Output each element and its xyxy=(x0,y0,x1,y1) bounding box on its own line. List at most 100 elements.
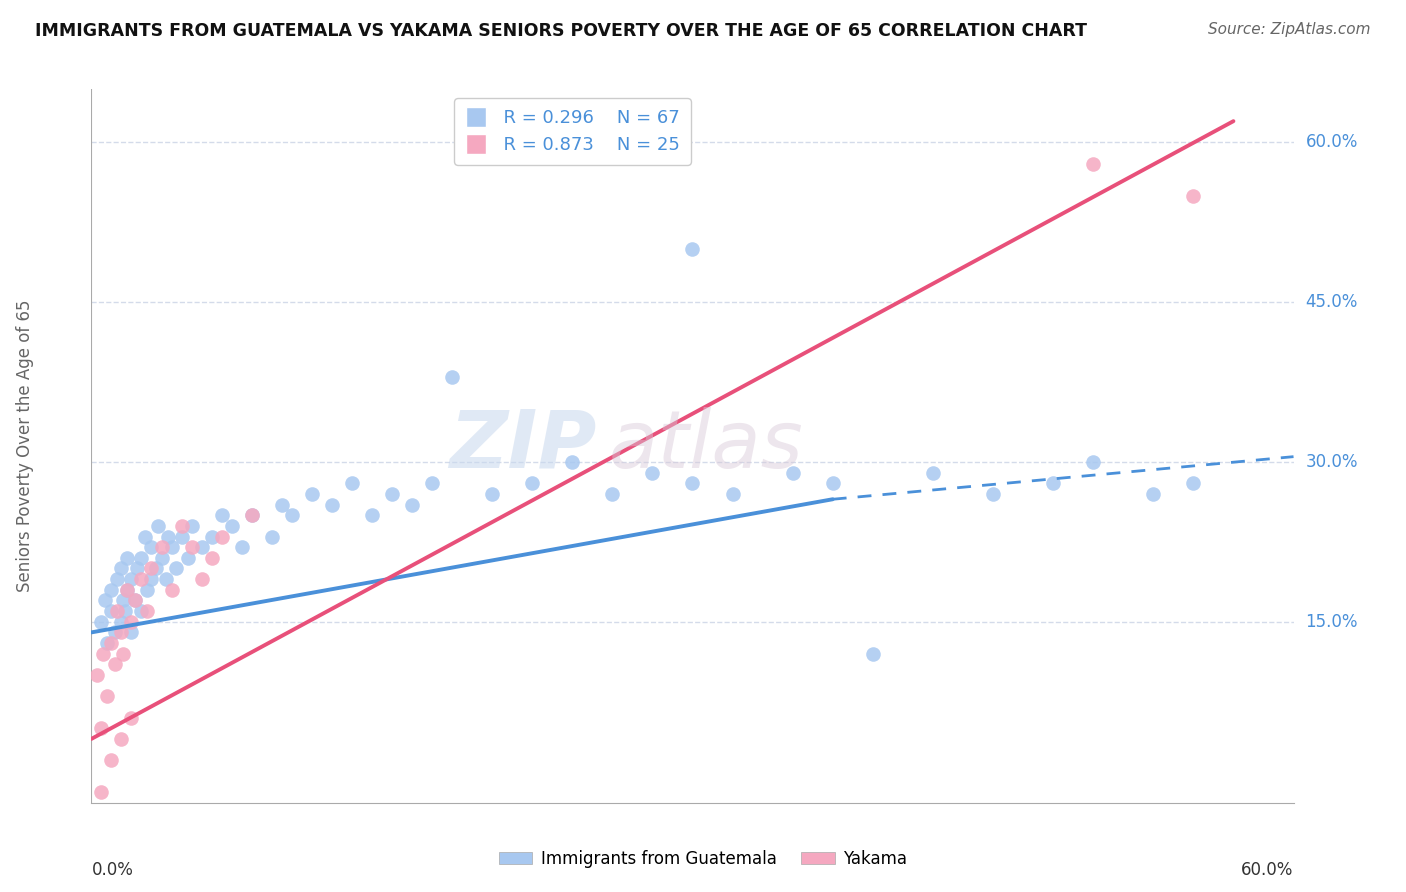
Text: 60.0%: 60.0% xyxy=(1306,134,1358,152)
Point xyxy=(176,550,198,565)
Point xyxy=(180,519,202,533)
Point xyxy=(211,529,233,543)
Point xyxy=(211,508,233,523)
Point xyxy=(90,721,112,735)
Point xyxy=(150,540,173,554)
Point xyxy=(86,668,108,682)
Point xyxy=(561,455,583,469)
Point xyxy=(110,561,132,575)
Point xyxy=(201,550,224,565)
Point xyxy=(131,550,153,565)
Point xyxy=(145,561,167,575)
Point xyxy=(146,519,169,533)
Point xyxy=(1182,188,1205,202)
Point xyxy=(522,476,544,491)
Point xyxy=(96,690,118,704)
Point xyxy=(107,604,129,618)
Point xyxy=(641,466,664,480)
Point xyxy=(681,476,703,491)
Point xyxy=(160,540,183,554)
Point xyxy=(112,593,135,607)
Text: IMMIGRANTS FROM GUATEMALA VS YAKAMA SENIORS POVERTY OVER THE AGE OF 65 CORRELATI: IMMIGRANTS FROM GUATEMALA VS YAKAMA SENI… xyxy=(35,22,1087,40)
Point xyxy=(100,582,122,597)
Point xyxy=(1142,487,1164,501)
Point xyxy=(201,529,224,543)
Point xyxy=(180,540,202,554)
Point xyxy=(141,561,163,575)
Text: Source: ZipAtlas.com: Source: ZipAtlas.com xyxy=(1208,22,1371,37)
Point xyxy=(170,519,193,533)
Text: atlas: atlas xyxy=(609,407,803,485)
Point xyxy=(121,710,143,724)
Point xyxy=(104,657,127,672)
Point xyxy=(1182,476,1205,491)
Point xyxy=(100,604,122,618)
Point xyxy=(821,476,844,491)
Point xyxy=(141,540,163,554)
Point xyxy=(401,498,423,512)
Point xyxy=(121,625,143,640)
Point xyxy=(782,466,804,480)
Legend:   R = 0.296    N = 67,   R = 0.873    N = 25: R = 0.296 N = 67, R = 0.873 N = 25 xyxy=(454,98,690,165)
Point xyxy=(281,508,304,523)
Point xyxy=(117,550,139,565)
Point xyxy=(107,572,129,586)
Point xyxy=(381,487,404,501)
Point xyxy=(110,731,132,746)
Point xyxy=(150,550,173,565)
Point xyxy=(481,487,503,501)
Point xyxy=(110,625,132,640)
Point xyxy=(104,625,127,640)
Legend: Immigrants from Guatemala, Yakama: Immigrants from Guatemala, Yakama xyxy=(492,844,914,875)
Point xyxy=(100,753,122,767)
Text: 0.0%: 0.0% xyxy=(91,862,134,880)
Point xyxy=(110,615,132,629)
Point xyxy=(862,647,884,661)
Point xyxy=(681,242,703,256)
Point xyxy=(190,572,212,586)
Point xyxy=(121,615,143,629)
Point xyxy=(100,636,122,650)
Point xyxy=(1042,476,1064,491)
Point xyxy=(190,540,212,554)
Point xyxy=(134,529,156,543)
Point xyxy=(131,604,153,618)
Point xyxy=(231,540,253,554)
Point xyxy=(155,572,177,586)
Text: ZIP: ZIP xyxy=(449,407,596,485)
Point xyxy=(240,508,263,523)
Point xyxy=(127,561,149,575)
Point xyxy=(340,476,363,491)
Text: 15.0%: 15.0% xyxy=(1306,613,1358,631)
Point xyxy=(124,593,146,607)
Text: 60.0%: 60.0% xyxy=(1241,862,1294,880)
Point xyxy=(136,604,159,618)
Point xyxy=(240,508,263,523)
Point xyxy=(1083,455,1105,469)
Text: Seniors Poverty Over the Age of 65: Seniors Poverty Over the Age of 65 xyxy=(17,300,34,592)
Point xyxy=(96,636,118,650)
Point xyxy=(922,466,945,480)
Point xyxy=(114,604,136,618)
Point xyxy=(160,582,183,597)
Point xyxy=(124,593,146,607)
Point xyxy=(90,785,112,799)
Point xyxy=(321,498,343,512)
Point xyxy=(360,508,382,523)
Point xyxy=(156,529,179,543)
Point xyxy=(141,572,163,586)
Point xyxy=(721,487,744,501)
Point xyxy=(270,498,292,512)
Text: 45.0%: 45.0% xyxy=(1306,293,1358,311)
Point xyxy=(1083,157,1105,171)
Point xyxy=(301,487,323,501)
Point xyxy=(440,369,463,384)
Point xyxy=(131,572,153,586)
Point xyxy=(112,647,135,661)
Point xyxy=(90,615,112,629)
Point xyxy=(420,476,443,491)
Point xyxy=(93,647,115,661)
Point xyxy=(94,593,117,607)
Point xyxy=(602,487,624,501)
Point xyxy=(165,561,187,575)
